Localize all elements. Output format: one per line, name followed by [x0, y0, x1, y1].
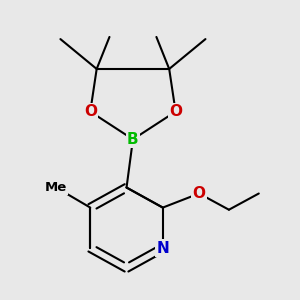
Text: B: B: [127, 132, 139, 147]
Text: O: O: [84, 104, 97, 119]
Text: O: O: [169, 104, 182, 119]
Text: N: N: [156, 241, 169, 256]
Text: Me: Me: [45, 181, 67, 194]
Text: O: O: [193, 186, 206, 201]
